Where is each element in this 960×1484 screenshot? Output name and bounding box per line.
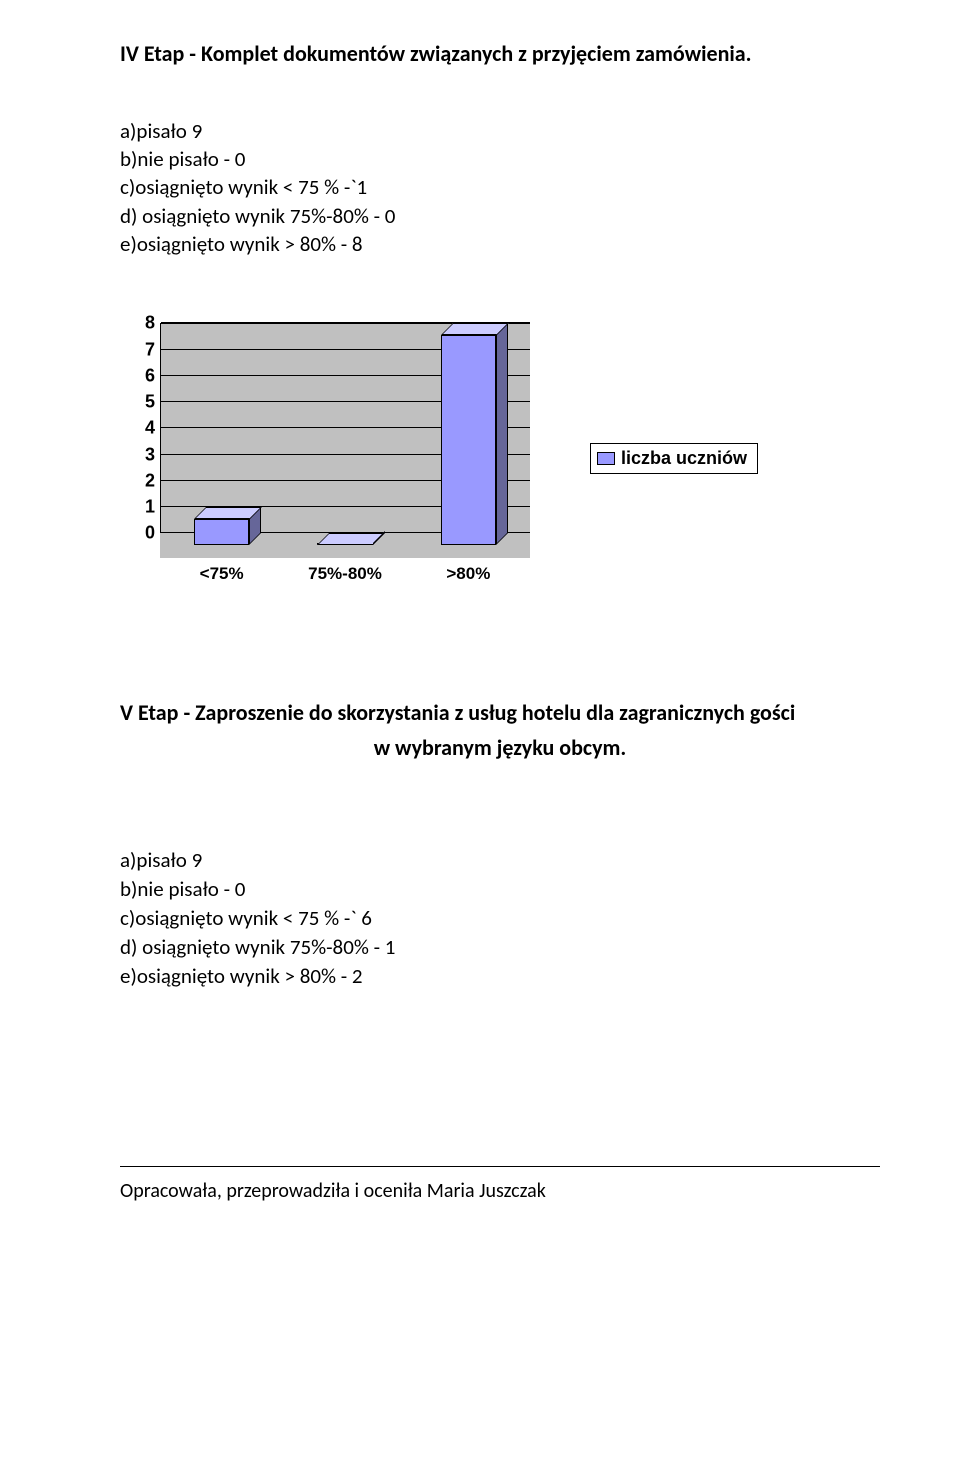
footer-divider <box>120 1166 880 1167</box>
chart-ytick: 2 <box>120 470 155 491</box>
chart-ytick: 1 <box>120 497 155 518</box>
chart-xtick: >80% <box>446 564 490 584</box>
chart-ytick: 4 <box>120 418 155 439</box>
etap5-line-d: d) osiągnięto wynik 75%-80% - 1 <box>120 933 880 962</box>
chart-bar <box>441 323 497 545</box>
etap5-title: V Etap - Zaproszenie do skorzystania z u… <box>120 698 880 728</box>
etap5-line-e: e)osiągnięto wynik > 80% - 2 <box>120 962 880 991</box>
chart-ytick: 7 <box>120 339 155 360</box>
chart-ytick: 8 <box>120 313 155 334</box>
etap4-line-d: d) osiągnięto wynik 75%-80% - 0 <box>120 202 880 230</box>
etap5-subtitle: w wybranym języku obcym. <box>120 734 880 761</box>
etap5-list: a)pisało 9 b)nie pisało - 0 c)osiągnięto… <box>120 846 880 991</box>
legend-swatch <box>597 452 615 465</box>
chart-bar <box>317 533 373 545</box>
etap5-line-a: a)pisało 9 <box>120 846 880 875</box>
etap5-line-c: c)osiągnięto wynik < 75 % -` 6 <box>120 904 880 933</box>
etap5-line-b: b)nie pisało - 0 <box>120 875 880 904</box>
etap4-line-c: c)osiągnięto wynik < 75 % -`1 <box>120 173 880 201</box>
etap4-list: a)pisało 9 b)nie pisało - 0 c)osiągnięto… <box>120 117 880 259</box>
etap4-line-a: a)pisało 9 <box>120 117 880 145</box>
chart-xtick: <75% <box>200 564 244 584</box>
chart-legend: liczba uczniów <box>590 443 758 474</box>
chart-ytick: 3 <box>120 444 155 465</box>
etap4-title: IV Etap - Komplet dokumentów związanych … <box>120 40 880 69</box>
chart-bar <box>194 507 250 545</box>
etap4-line-b: b)nie pisało - 0 <box>120 145 880 173</box>
chart-ytick: 0 <box>120 523 155 544</box>
legend-label: liczba uczniów <box>621 448 747 469</box>
chart-ytick: 6 <box>120 365 155 386</box>
footer-text: Opracowała, przeprowadziła i oceniła Mar… <box>120 1179 880 1203</box>
etap4-line-e: e)osiągnięto wynik > 80% - 8 <box>120 230 880 258</box>
chart-ytick: 5 <box>120 392 155 413</box>
bar-chart: 0 1 2 3 4 5 6 7 8 <75% 75%-80% >80% <box>120 313 560 603</box>
chart-xtick: 75%-80% <box>308 564 382 584</box>
